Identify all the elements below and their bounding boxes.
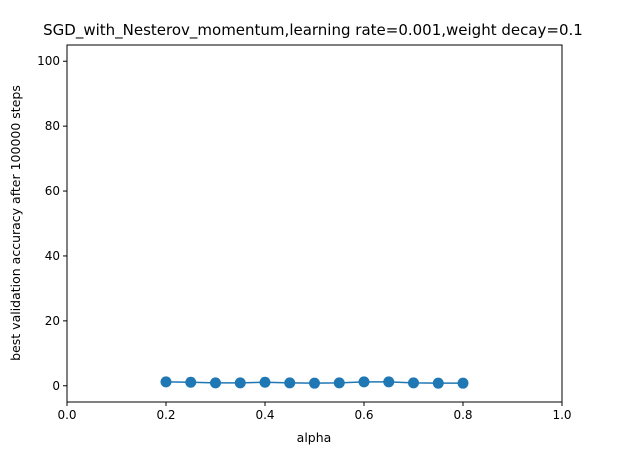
data-point <box>457 377 469 389</box>
x-axis: 0.0 0.2 0.4 0.6 0.8 1.0 <box>57 402 572 422</box>
x-tick-label: 1.0 <box>552 408 571 422</box>
data-point <box>358 376 370 388</box>
x-tick-label: 0.2 <box>156 408 175 422</box>
data-point <box>432 377 444 389</box>
chart-title: SGD_with_Nesterov_momentum,learning rate… <box>43 21 583 40</box>
y-tick-label: 40 <box>45 249 60 263</box>
x-tick-label: 0.6 <box>354 408 373 422</box>
x-tick-label: 0.0 <box>57 408 76 422</box>
y-tick-label: 100 <box>37 54 60 68</box>
y-tick-label: 60 <box>45 184 60 198</box>
plot-frame <box>66 44 563 403</box>
data-point <box>383 376 395 388</box>
x-tick-label: 0.4 <box>255 408 274 422</box>
x-tick-label: 0.8 <box>453 408 472 422</box>
data-point <box>210 377 221 389</box>
y-axis-label: best validation accuracy after 100000 st… <box>8 85 23 361</box>
x-axis-label: alpha <box>297 430 332 445</box>
data-point <box>185 376 197 388</box>
data-point <box>259 376 271 388</box>
data-point <box>408 377 419 389</box>
y-tick-label: 0 <box>52 379 60 393</box>
y-tick-label: 80 <box>45 119 60 133</box>
plot-area <box>160 376 469 389</box>
data-point <box>160 376 172 388</box>
data-point <box>309 377 320 389</box>
data-point <box>284 377 296 389</box>
y-axis: 0 20 40 60 80 100 <box>37 54 67 393</box>
data-point <box>234 377 246 389</box>
data-point <box>333 377 345 389</box>
y-tick-label: 20 <box>45 314 60 328</box>
